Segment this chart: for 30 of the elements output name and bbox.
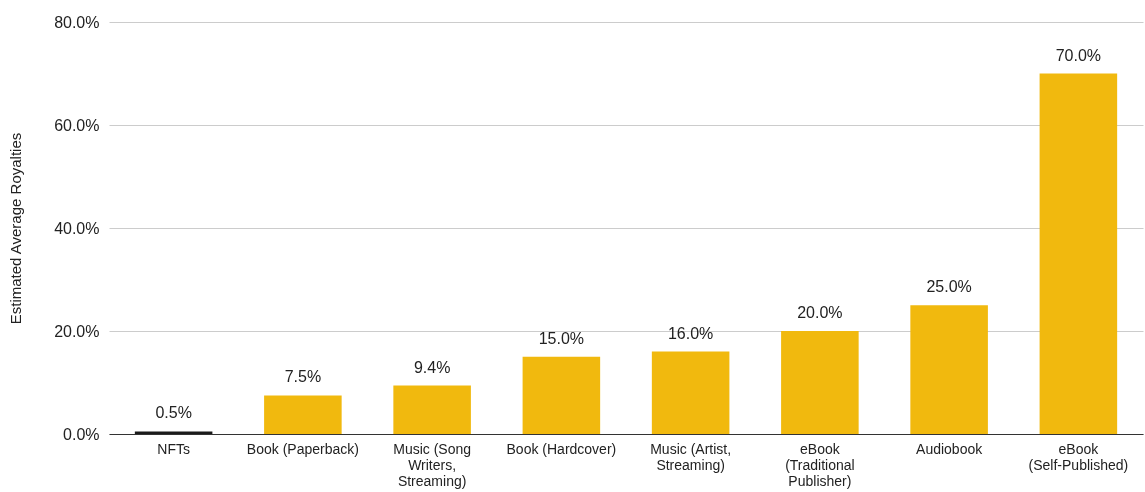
data-label: 7.5% [284,368,322,386]
x-tick-label: Music (Artist, Streaming) [650,440,732,473]
y-tick-label: 20.0% [54,322,100,340]
bar [781,331,859,434]
data-label: 0.5% [155,404,192,422]
y-tick-label: 80.0% [54,13,100,31]
bar [134,431,213,434]
x-tick-label: Music (Song Writers, Streaming) [393,440,472,489]
data-label: 25.0% [926,278,972,296]
bar [910,305,988,434]
x-tick-label: Book (Paperback) [246,440,359,457]
y-tick-label: 0.0% [63,425,100,443]
bar [264,395,342,434]
bar [651,351,730,434]
x-tick-label: eBook (Traditional Publisher) [785,440,855,489]
bar [1039,73,1118,434]
y-axis-title: Estimated Average Royalties [7,132,25,325]
y-tick-label: 40.0% [54,219,100,237]
data-label: 16.0% [667,324,714,342]
x-tick-label: NFTs [157,440,190,457]
x-tick-label: Book (Hardcover) [506,440,617,457]
y-tick-label: 60.0% [54,116,100,134]
x-tick-label: eBook (Self-Published) [1028,440,1129,473]
data-label: 9.4% [413,358,451,376]
data-label: 20.0% [797,304,843,321]
data-label: 15.0% [538,329,585,347]
bar [522,356,601,434]
x-tick-label: Audiobook [916,440,984,457]
data-label: 70.0% [1055,46,1102,64]
bar [393,385,471,434]
